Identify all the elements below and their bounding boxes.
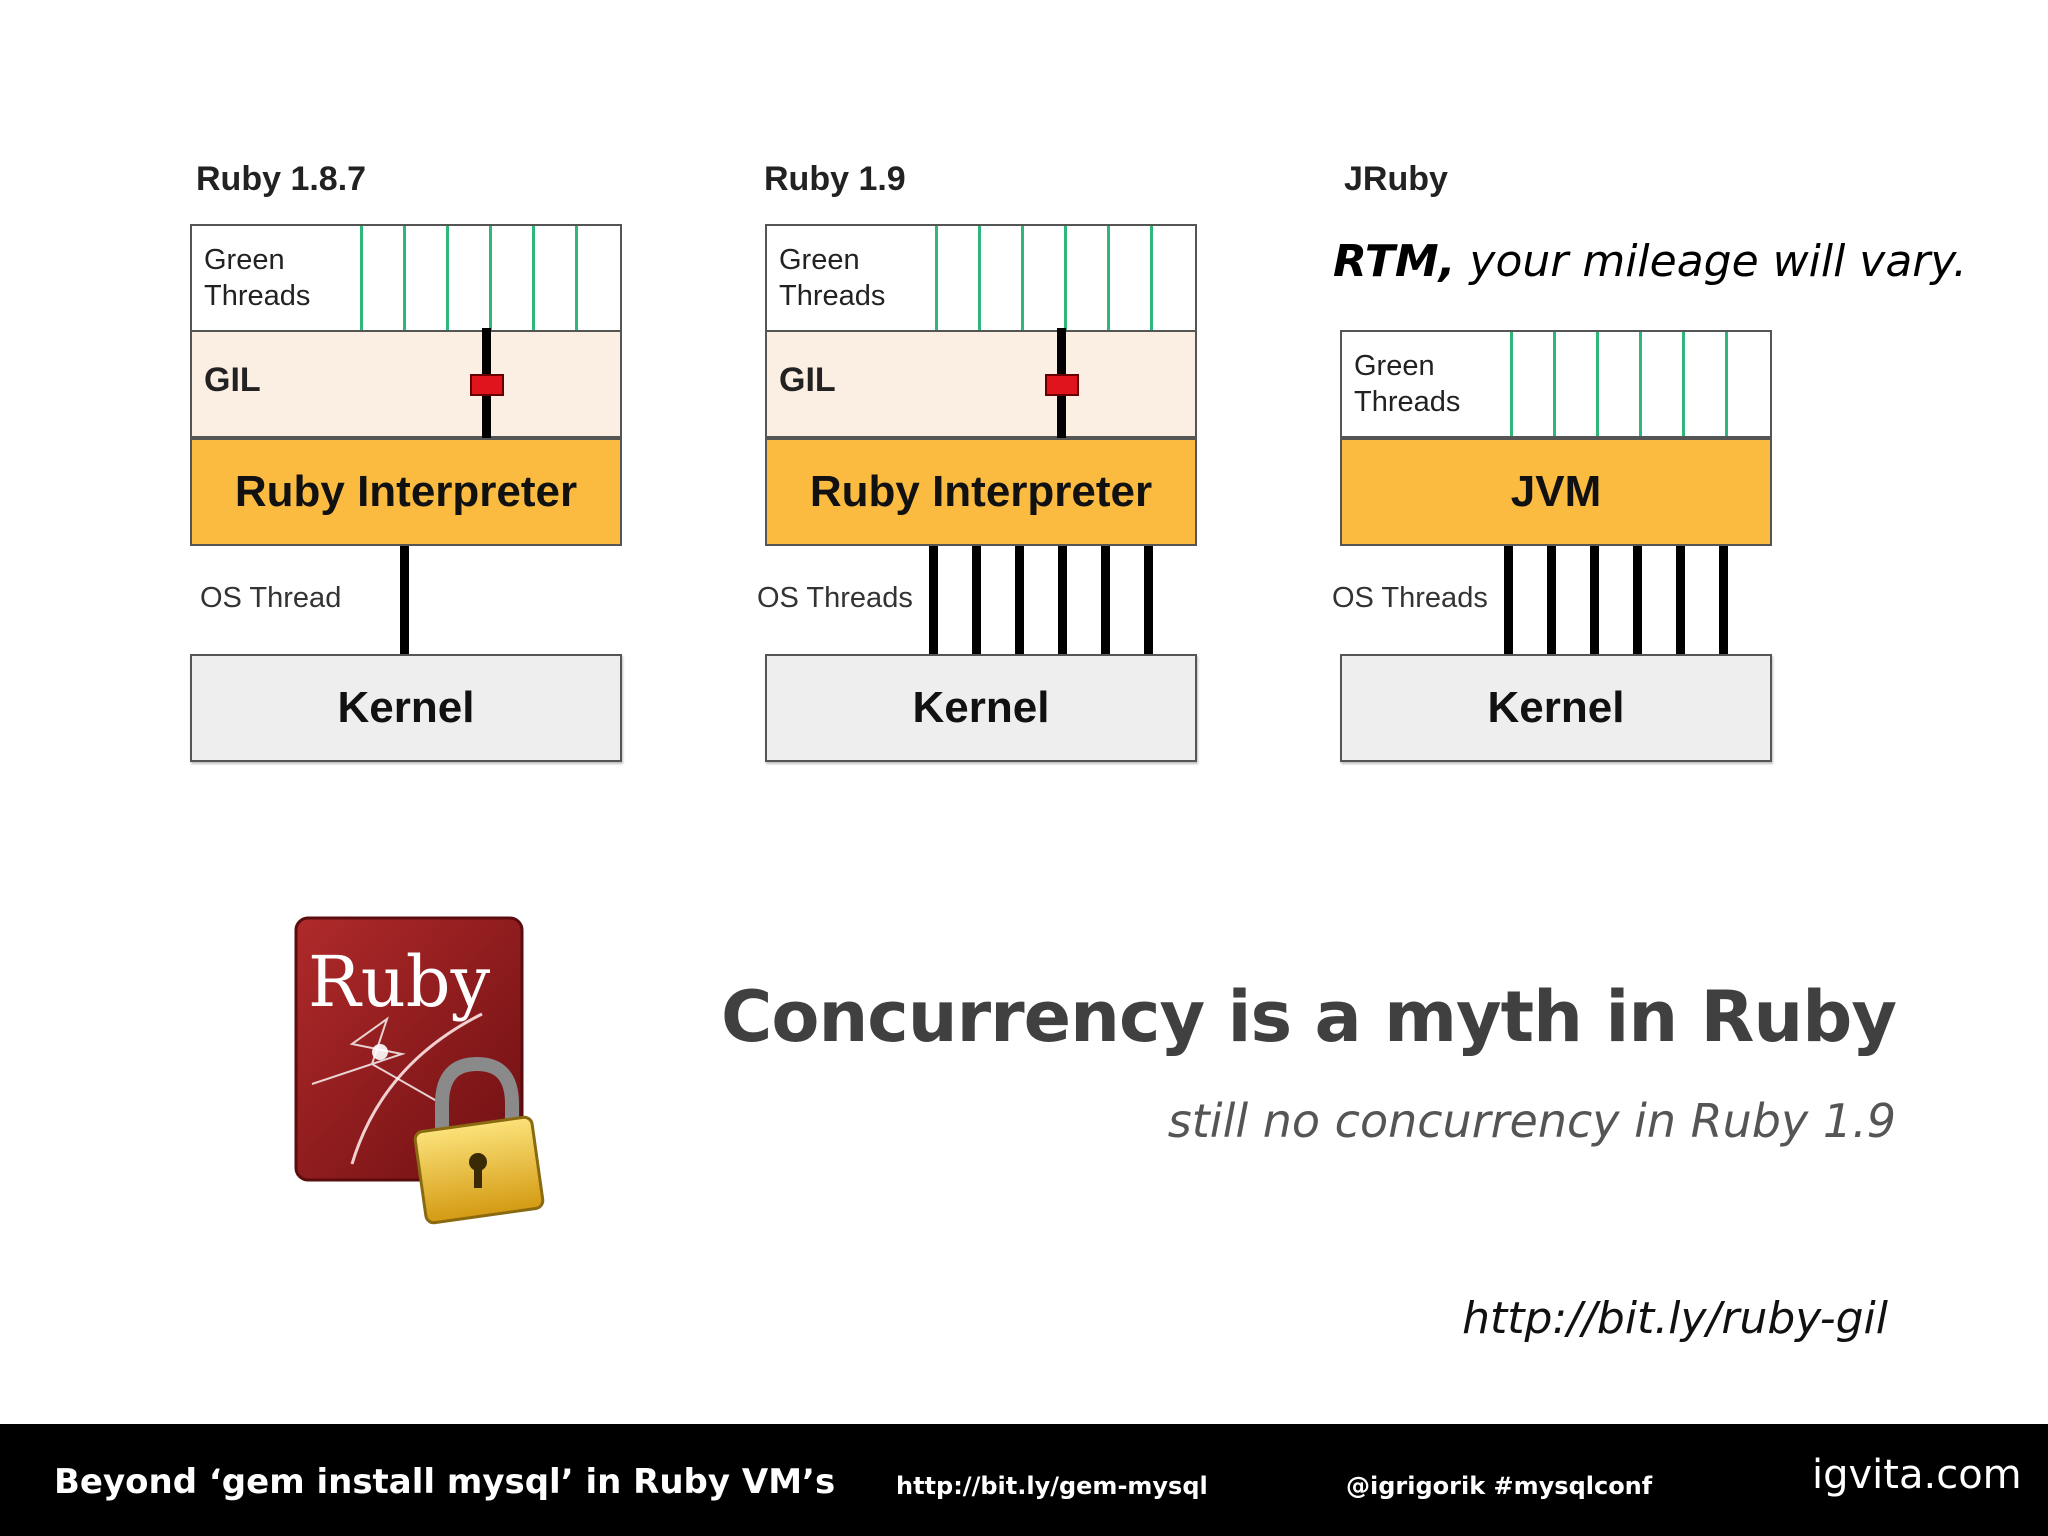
diagram-title-jruby: JRuby (1344, 160, 1448, 198)
ruby-187-stack: Green Threads GIL Ruby Interpreter OS Th… (190, 224, 622, 764)
os-thread-line (1144, 546, 1153, 656)
ruby-lock-logo: Ruby (294, 916, 545, 1225)
ruby-gil-link[interactable]: http://bit.ly/ruby-gil (1462, 1293, 1888, 1344)
kernel-label: Kernel (912, 683, 1050, 732)
kernel-layer: Kernel (1340, 654, 1772, 762)
green-thread-line (1596, 332, 1599, 436)
green-thread-line (935, 226, 938, 330)
interpreter-layer: Ruby Interpreter (190, 438, 622, 546)
green-thread-line (532, 226, 535, 330)
jvm-layer: JVM (1340, 438, 1772, 546)
gil-layer: GIL (765, 330, 1197, 438)
headline: Concurrency is a myth in Ruby (720, 976, 1897, 1058)
os-thread-line (1058, 546, 1067, 656)
green-thread-line (1510, 332, 1513, 436)
green-thread-line (575, 226, 578, 330)
diagram-title-ruby-19: Ruby 1.9 (764, 160, 906, 198)
green-threads-layer: Green Threads (765, 224, 1197, 332)
os-thread-line (1504, 546, 1513, 656)
os-thread-line (1590, 546, 1599, 656)
gil-label: GIL (204, 361, 261, 399)
os-thread-line (972, 546, 981, 656)
green-thread-line (978, 226, 981, 330)
os-thread-line (400, 546, 409, 656)
kernel-label: Kernel (337, 683, 475, 732)
jvm-label: JVM (1510, 467, 1602, 516)
padlock-icon (413, 1056, 545, 1225)
green-thread-line (489, 226, 492, 330)
interpreter-label: Ruby Interpreter (809, 467, 1153, 516)
green-thread-line (1064, 226, 1067, 330)
green-thread-line (446, 226, 449, 330)
footer-brand[interactable]: igvita.com (1812, 1452, 2022, 1498)
subline: still no concurrency in Ruby 1.9 (1167, 1094, 1896, 1148)
green-thread-line (1682, 332, 1685, 436)
rtm-note-rest: your mileage will vary. (1455, 236, 1968, 287)
os-threads-label: OS Threads (1332, 582, 1488, 614)
green-thread-line (1639, 332, 1642, 436)
os-thread-line (1015, 546, 1024, 656)
green-thread-line (1725, 332, 1728, 436)
os-thread-line (1101, 546, 1110, 656)
green-thread-line (1107, 226, 1110, 330)
green-threads-layer: Green Threads (1340, 330, 1772, 438)
diagram-title-ruby-187: Ruby 1.8.7 (196, 160, 367, 198)
rtm-note: RTM, your mileage will vary. (1333, 236, 1967, 287)
green-thread-line (360, 226, 363, 330)
os-thread-line (1676, 546, 1685, 656)
kernel-layer: Kernel (765, 654, 1197, 762)
os-thread-line (1719, 546, 1728, 656)
green-threads-label: Green Threads (779, 244, 886, 312)
kernel-label: Kernel (1487, 683, 1625, 732)
os-thread-label: OS Thread (200, 582, 342, 614)
ruby-19-stack: Green Threads GIL Ruby Interpreter OS Th… (757, 224, 1197, 764)
green-thread-line (403, 226, 406, 330)
os-thread-line (1633, 546, 1642, 656)
green-thread-line (1021, 226, 1024, 330)
green-threads-layer: Green Threads (190, 224, 622, 332)
footer-tags: @igrigorik #mysqlconf (1346, 1472, 1653, 1500)
green-threads-label: Green Threads (1354, 350, 1461, 418)
green-thread-line (1150, 226, 1153, 330)
interpreter-layer: Ruby Interpreter (765, 438, 1197, 546)
footer-title: Beyond ‘gem install mysql’ in Ruby VM’s (54, 1462, 836, 1502)
jruby-stack: Green Threads JVM OS Threads Kernel (1332, 330, 1772, 764)
green-threads-label: Green Threads (204, 244, 311, 312)
rtm-note-bold: RTM, (1333, 236, 1456, 287)
gil-lock-marker (1045, 374, 1079, 396)
logo-text: Ruby (308, 941, 491, 1023)
os-threads-label: OS Threads (757, 582, 913, 614)
os-thread-line (929, 546, 938, 656)
gil-label: GIL (779, 361, 836, 399)
os-thread-line (1547, 546, 1556, 656)
gil-layer: GIL (190, 330, 622, 438)
green-thread-line (1553, 332, 1556, 436)
interpreter-label: Ruby Interpreter (234, 467, 578, 516)
footer-bar: Beyond ‘gem install mysql’ in Ruby VM’s … (0, 1424, 2048, 1536)
footer-link[interactable]: http://bit.ly/gem-mysql (896, 1472, 1208, 1500)
kernel-layer: Kernel (190, 654, 622, 762)
gil-lock-marker (470, 374, 504, 396)
